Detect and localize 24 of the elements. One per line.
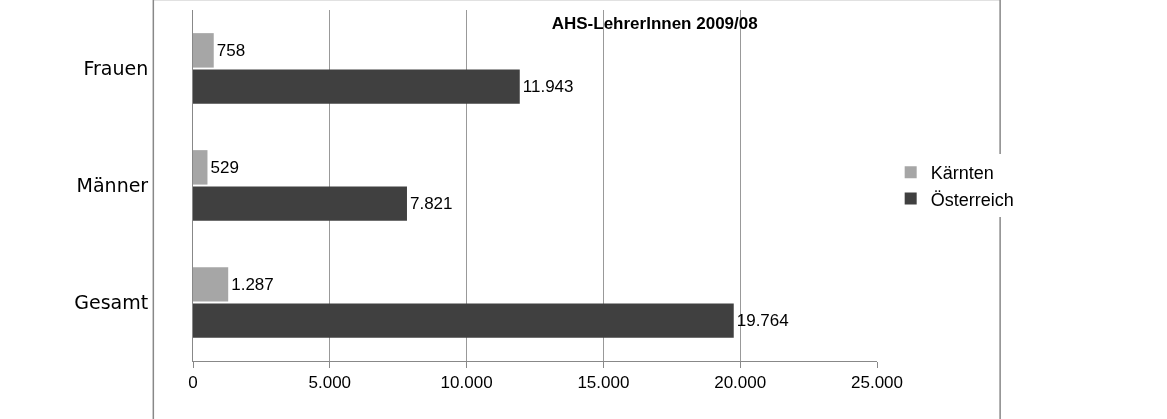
y-tick-label: Frauen	[83, 57, 149, 80]
legend-label: Kärnten	[930, 163, 994, 184]
legend-label: Österreich	[930, 189, 1014, 210]
bar	[193, 33, 214, 68]
data-label: 758	[216, 40, 246, 60]
x-tick-label: 25.000	[851, 373, 903, 393]
bar	[193, 186, 407, 221]
data-label: 7.821	[409, 194, 453, 214]
x-tick-label: 20.000	[714, 373, 767, 393]
bar	[193, 150, 208, 185]
data-label: 11.943	[522, 77, 574, 97]
y-tick-label: Gesamt	[74, 291, 149, 314]
bar	[193, 303, 734, 338]
chart-title: AHS-LehrerInnen 2009/08	[551, 13, 758, 33]
data-label: 1.287	[231, 274, 274, 294]
bar	[193, 267, 229, 302]
data-label: 19.764	[736, 311, 789, 331]
data-label: 529	[210, 157, 239, 177]
x-tick-label: 0	[188, 373, 198, 393]
bar	[193, 69, 520, 104]
x-tick-label: 10.000	[440, 373, 493, 393]
y-tick-label: Männer	[76, 174, 149, 197]
x-tick-label: 15.000	[577, 373, 630, 393]
x-tick-label: 5.000	[308, 373, 352, 393]
